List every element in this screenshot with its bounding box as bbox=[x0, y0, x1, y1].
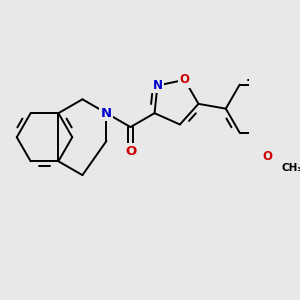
Text: N: N bbox=[152, 79, 162, 92]
Text: O: O bbox=[125, 145, 136, 158]
Text: N: N bbox=[101, 107, 112, 120]
Text: CH₃: CH₃ bbox=[281, 163, 300, 173]
Text: O: O bbox=[262, 150, 272, 163]
Text: O: O bbox=[180, 73, 190, 86]
